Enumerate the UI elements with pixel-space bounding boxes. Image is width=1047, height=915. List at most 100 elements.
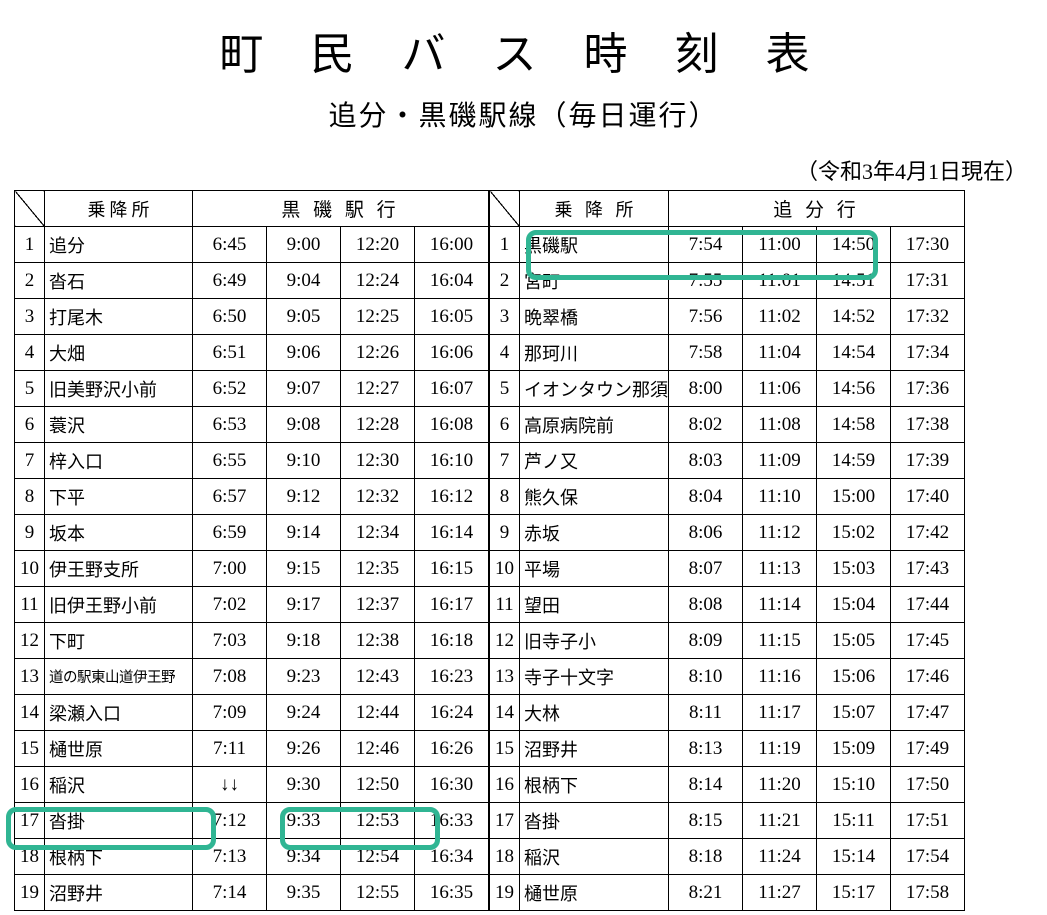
time-cell: 9:15 [267,551,341,587]
table-row: 5イオンタウン那須8:0011:0614:5617:36 [490,371,965,407]
time-cell: 17:46 [891,659,965,695]
time-cell: 15:17 [817,875,891,911]
time-cell: 7:11 [193,731,267,767]
time-cell: 9:17 [267,587,341,623]
time-cell: 6:51 [193,335,267,371]
time-cell: 9:06 [267,335,341,371]
time-cell: 14:59 [817,443,891,479]
time-cell: 7:58 [669,335,743,371]
table-row: 9坂本6:599:1412:3416:14 [15,515,489,551]
row-index: 8 [490,479,520,515]
time-cell: 6:53 [193,407,267,443]
row-index: 6 [490,407,520,443]
time-cell: 17:44 [891,587,965,623]
stop-name: 下平 [45,479,193,515]
time-cell: 12:46 [341,731,415,767]
row-index: 10 [15,551,45,587]
row-index: 1 [490,227,520,263]
time-cell: 17:51 [891,803,965,839]
time-cell: 12:27 [341,371,415,407]
stop-name: 晩翠橋 [520,299,669,335]
row-index: 12 [490,623,520,659]
row-index: 17 [490,803,520,839]
stop-name: 樋世原 [520,875,669,911]
table-row: 16根柄下8:1411:2015:1017:50 [490,767,965,803]
time-cell: 9:08 [267,407,341,443]
time-cell: 15:06 [817,659,891,695]
time-cell: 14:54 [817,335,891,371]
time-cell: 15:04 [817,587,891,623]
time-cell: 17:43 [891,551,965,587]
stop-name: 沼野井 [45,875,193,911]
time-cell: 12:44 [341,695,415,731]
stop-name: 坂本 [45,515,193,551]
stop-name: 樋世原 [45,731,193,767]
stop-header: 乗降所 [45,191,193,227]
stop-name: 沓掛 [45,803,193,839]
stop-name: 伊王野支所 [45,551,193,587]
time-cell: 11:27 [743,875,817,911]
row-index: 18 [490,839,520,875]
time-cell: 6:50 [193,299,267,335]
row-index: 3 [490,299,520,335]
time-cell: 17:39 [891,443,965,479]
time-cell: 7:12 [193,803,267,839]
time-cell: 8:03 [669,443,743,479]
time-cell: 9:07 [267,371,341,407]
direction-header: 追 分 行 [669,191,965,227]
time-cell: 14:58 [817,407,891,443]
stop-name: 根柄下 [520,767,669,803]
stop-name: イオンタウン那須 [520,371,669,407]
table-row: 8下平6:579:1212:3216:12 [15,479,489,515]
stop-name: 宮町 [520,263,669,299]
time-cell: 12:43 [341,659,415,695]
time-cell: 17:34 [891,335,965,371]
time-cell: 9:10 [267,443,341,479]
time-cell: 9:24 [267,695,341,731]
stop-name: 平場 [520,551,669,587]
stop-name: 黒磯駅 [520,227,669,263]
time-cell: ↓↓ [193,767,267,803]
time-cell: 8:11 [669,695,743,731]
row-index: 19 [15,875,45,911]
row-index: 16 [490,767,520,803]
time-cell: 14:52 [817,299,891,335]
time-cell: 8:02 [669,407,743,443]
time-cell: 7:54 [669,227,743,263]
row-index: 4 [490,335,520,371]
time-cell: 15:14 [817,839,891,875]
time-cell: 16:04 [415,263,489,299]
stop-header: 乗 降 所 [520,191,669,227]
stop-name: 沼野井 [520,731,669,767]
corner-cell [15,191,45,227]
table-row: 3打尾木6:509:0512:2516:05 [15,299,489,335]
time-cell: 7:09 [193,695,267,731]
stop-name: 道の駅東山道伊王野 [45,659,193,695]
row-index: 11 [15,587,45,623]
table-row: 15樋世原7:119:2612:4616:26 [15,731,489,767]
row-index: 13 [15,659,45,695]
time-cell: 8:18 [669,839,743,875]
time-cell: 17:49 [891,731,965,767]
time-cell: 16:26 [415,731,489,767]
time-cell: 15:02 [817,515,891,551]
table-row: 18稲沢8:1811:2415:1417:54 [490,839,965,875]
time-cell: 17:45 [891,623,965,659]
table-row: 12旧寺子小8:0911:1515:0517:45 [490,623,965,659]
stop-name: 沓石 [45,263,193,299]
time-cell: 15:03 [817,551,891,587]
time-cell: 9:18 [267,623,341,659]
table-row: 1黒磯駅7:5411:0014:5017:30 [490,227,965,263]
time-cell: 8:14 [669,767,743,803]
table-row: 14大林8:1111:1715:0717:47 [490,695,965,731]
time-cell: 7:02 [193,587,267,623]
time-cell: 14:50 [817,227,891,263]
table-row: 5旧美野沢小前6:529:0712:2716:07 [15,371,489,407]
time-cell: 12:37 [341,587,415,623]
stop-name: 追分 [45,227,193,263]
table-row: 15沼野井8:1311:1915:0917:49 [490,731,965,767]
time-cell: 7:56 [669,299,743,335]
table-row: 10平場8:0711:1315:0317:43 [490,551,965,587]
time-cell: 16:12 [415,479,489,515]
time-cell: 17:38 [891,407,965,443]
